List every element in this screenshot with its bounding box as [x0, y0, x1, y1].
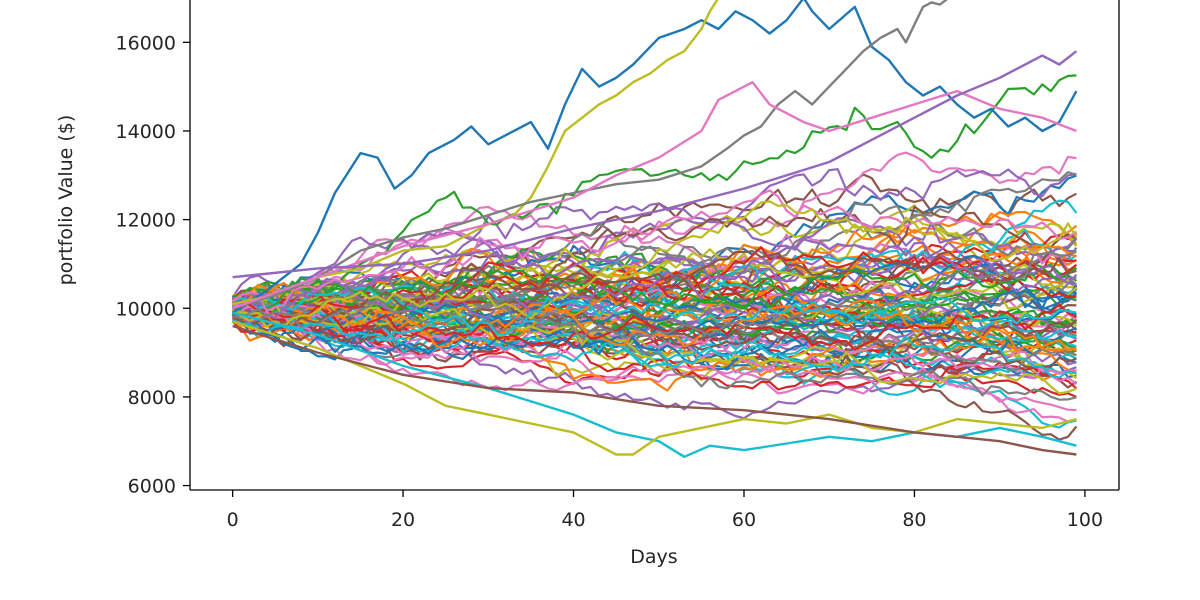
- y-axis-ticks: 6000 8000 10000 12000 14000 16000: [116, 32, 190, 498]
- y-axis-label: portfolio Value ($): [55, 115, 77, 286]
- series-lines: [231, 0, 1078, 458]
- simulation-line: [232, 250, 1077, 340]
- simulation-line: [232, 307, 1077, 355]
- x-axis-label: Days: [630, 546, 677, 568]
- x-tick-label: 100: [1067, 509, 1103, 531]
- simulation-line: [232, 324, 1077, 456]
- x-tick-label: 60: [732, 509, 756, 531]
- simulation-line: [231, 200, 1078, 328]
- x-axis-ticks: 0 20 40 60 80 100: [227, 490, 1103, 531]
- y-tick-label: 8000: [128, 387, 176, 409]
- simulation-line: [232, 0, 719, 305]
- y-tick-label: 6000: [128, 476, 176, 498]
- simulation-line: [232, 305, 1077, 412]
- simulation-line: [232, 301, 1077, 375]
- y-tick-label: 10000: [116, 298, 176, 320]
- x-tick-label: 0: [227, 509, 239, 531]
- simulation-line: [232, 80, 1077, 310]
- simulation-line: [232, 50, 1078, 279]
- simulation-line: [231, 0, 1078, 314]
- x-tick-label: 80: [902, 509, 926, 531]
- y-tick-label: 14000: [116, 121, 176, 143]
- x-tick-label: 20: [391, 509, 415, 531]
- simulation-line: [232, 286, 1077, 379]
- y-tick-label: 16000: [116, 32, 176, 54]
- simulation-line: [232, 265, 1078, 311]
- simulation-line: [232, 247, 1078, 318]
- simulation-line: [232, 300, 1077, 351]
- simulation-line: [232, 311, 1077, 458]
- simulation-line: [232, 0, 948, 310]
- y-tick-label: 12000: [116, 210, 176, 232]
- simulation-line: [232, 168, 1077, 310]
- simulation-line: [231, 275, 1077, 341]
- x-tick-label: 40: [561, 509, 585, 531]
- simulation-line: [231, 189, 1078, 313]
- simulation-line: [232, 276, 1077, 350]
- simulation-line: [232, 296, 1077, 340]
- simulation-line: [232, 216, 1078, 311]
- simulation-line: [232, 320, 1077, 456]
